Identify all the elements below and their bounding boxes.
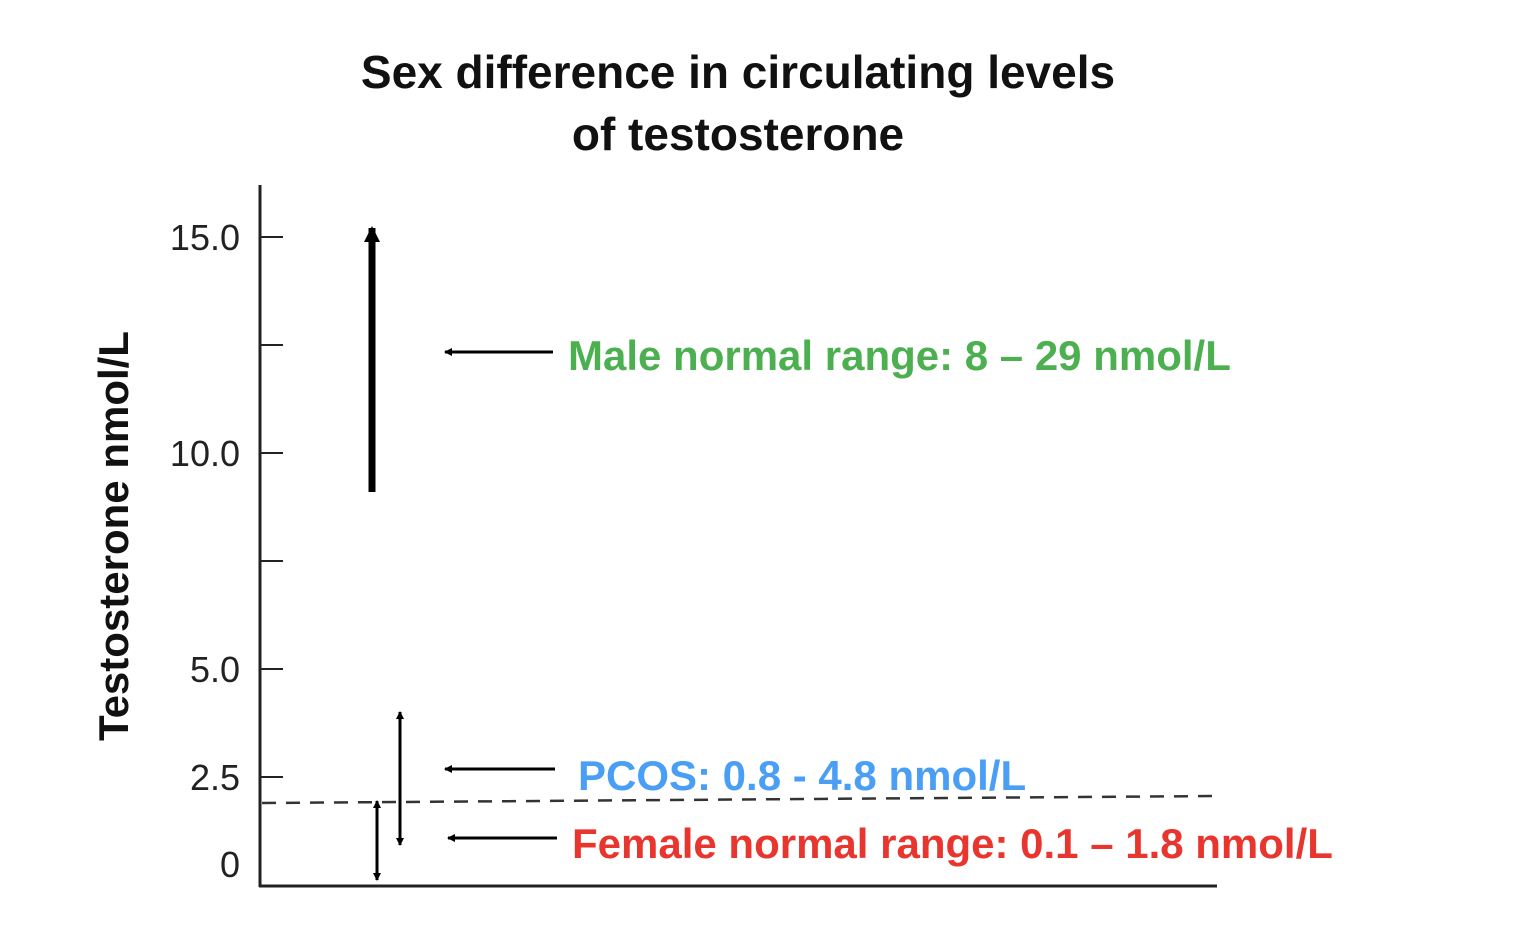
chart-title-line1: Sex difference in circulating levels (361, 46, 1115, 98)
male-range-label: Male normal range: 8 – 29 nmol/L (568, 332, 1231, 379)
threshold-dashed-line (261, 794, 1218, 805)
y-tick-label: 10.0 (170, 433, 240, 474)
y-tick-label: 2.5 (190, 757, 240, 798)
y-tick-label: 5.0 (190, 649, 240, 690)
chart-title-line2: of testosterone (572, 108, 904, 160)
y-tick-label: 0 (220, 844, 240, 885)
pcos-range-label: PCOS: 0.8 - 4.8 nmol/L (578, 752, 1026, 799)
female-range-label: Female normal range: 0.1 – 1.8 nmol/L (572, 820, 1333, 867)
y-axis-label: Testosterone nmol/L (90, 331, 137, 741)
y-tick-label: 15.0 (170, 217, 240, 258)
